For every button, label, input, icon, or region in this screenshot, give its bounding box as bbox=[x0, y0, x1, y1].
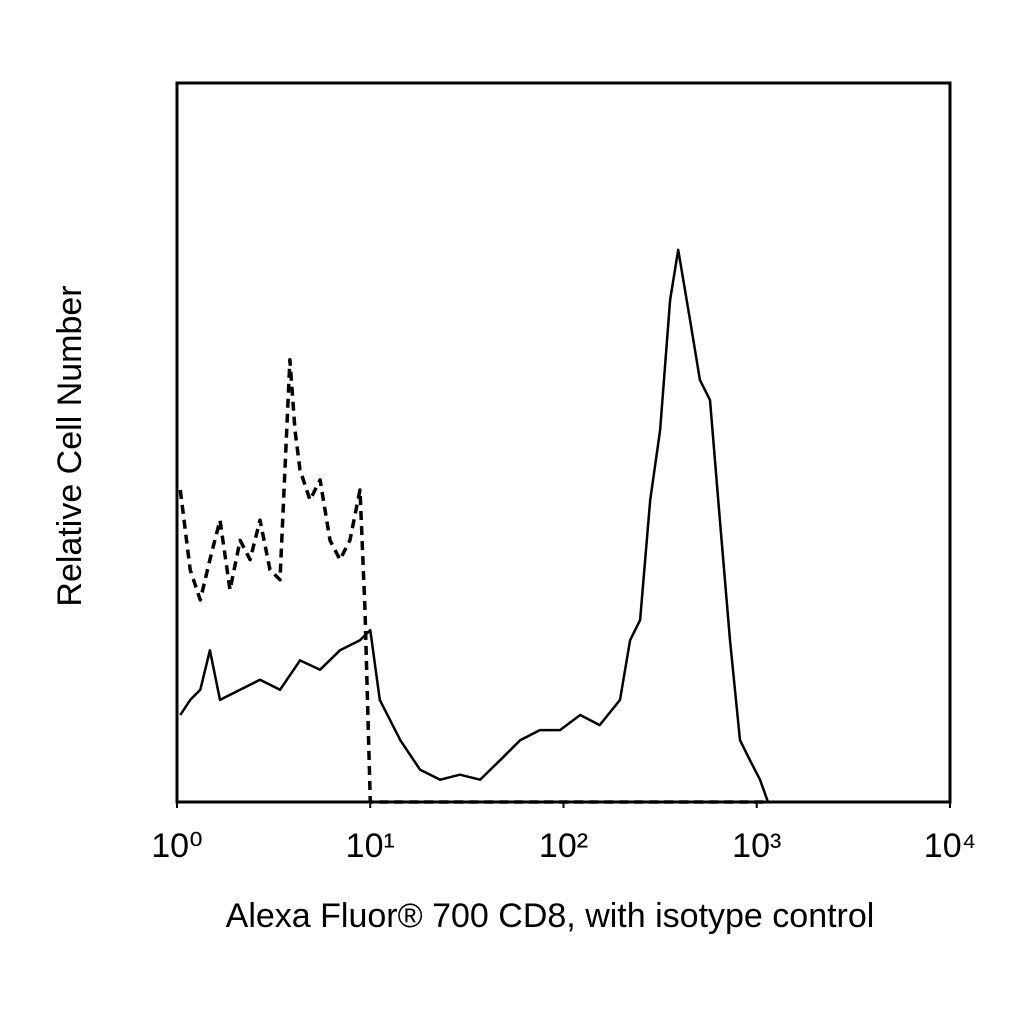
x-axis-label: Alexa Fluor® 700 CD8, with isotype contr… bbox=[226, 897, 875, 935]
x-tick-label: 10⁴ bbox=[924, 827, 976, 865]
plot-frame bbox=[175, 81, 952, 804]
histogram-line bbox=[179, 248, 770, 803]
x-tick-label: 10¹ bbox=[346, 827, 395, 865]
isotype-line bbox=[178, 358, 768, 804]
x-tick-label: 10² bbox=[539, 827, 588, 865]
x-tick-label: 10³ bbox=[732, 827, 781, 865]
y-axis-label: Relative Cell Number bbox=[51, 285, 89, 606]
x-tick-label: 10⁰ bbox=[151, 827, 202, 865]
